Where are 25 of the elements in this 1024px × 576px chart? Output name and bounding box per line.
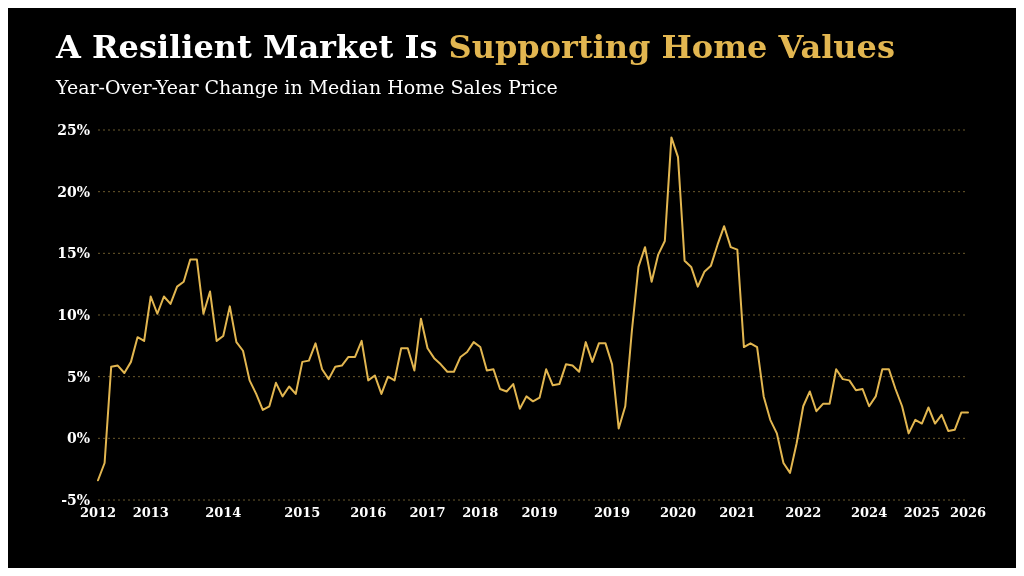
y-tick-label: 5%: [66, 368, 90, 385]
x-tick-label: 2019: [521, 505, 558, 521]
x-tick-label: 2020: [659, 505, 697, 521]
line-series: [97, 136, 969, 482]
y-tick-label: 25%: [57, 121, 90, 138]
x-tick-label: 2012: [79, 505, 117, 521]
x-tick-label: 2022: [785, 505, 822, 521]
x-tick-label: 2015: [284, 505, 321, 521]
x-tick-label: 2026: [949, 505, 987, 521]
y-tick-label: 15%: [57, 245, 90, 262]
x-tick-label: 2018: [462, 505, 499, 521]
y-tick-label: -5%: [61, 491, 90, 508]
x-tick-label: 2013: [132, 505, 169, 521]
chart-title: A Resilient Market Is Supporting Home Values: [56, 28, 895, 66]
x-tick-label: 2025: [903, 505, 940, 521]
x-tick-label: 2017: [409, 505, 446, 521]
x-tick-label: 2024: [851, 505, 888, 521]
y-tick-label: 20%: [57, 183, 90, 200]
y-tick-label: 0%: [66, 430, 90, 447]
x-tick-label: 2014: [205, 505, 242, 521]
y-tick-label: 10%: [57, 306, 90, 323]
x-tick-label: 2021: [719, 505, 756, 521]
x-tick-label: 2019: [594, 505, 631, 521]
x-tick-label: 2016: [350, 505, 387, 521]
chart-subtitle: Year-Over-Year Change in Median Home Sales Price: [56, 76, 558, 98]
